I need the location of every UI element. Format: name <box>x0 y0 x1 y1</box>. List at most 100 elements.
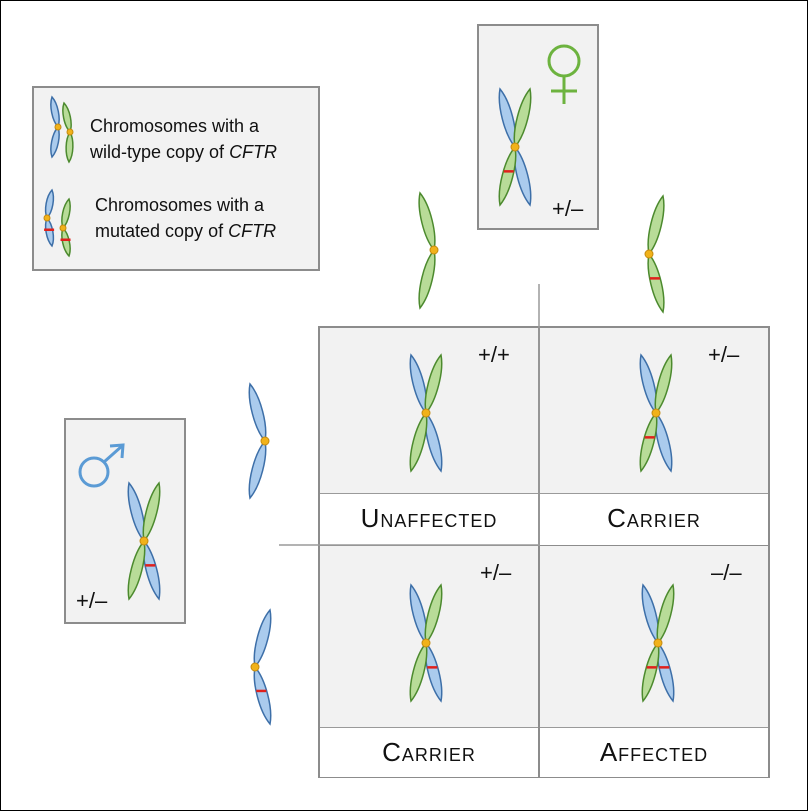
chromosome-arm <box>513 145 532 207</box>
legend-mutated-text: Chromosomes with a mutated copy of CFTR <box>95 192 276 244</box>
gene-name: CFTR <box>228 221 277 241</box>
legend-wild-type-line2: wild-type copy of CFTR <box>90 142 278 162</box>
chromosome-pair <box>127 481 161 601</box>
chromatid <box>647 194 665 314</box>
centromere <box>421 638 431 648</box>
centromere <box>510 142 520 152</box>
chromatid <box>62 101 74 164</box>
gene-name: CFTR <box>229 142 278 162</box>
chromosome-arm <box>50 125 60 159</box>
cell-label-affected: Affected <box>540 727 768 777</box>
legend-box <box>32 86 320 271</box>
male-genotype: +/– <box>76 588 108 613</box>
centromere <box>653 638 663 648</box>
legend-mutated-line2: mutated copy of CFTR <box>95 221 277 241</box>
centromere <box>139 536 149 546</box>
centromere <box>250 662 260 672</box>
cell-label-carrier: Carrier <box>320 727 538 777</box>
chromosome-arm <box>248 439 267 500</box>
chromosome-arm <box>142 539 161 601</box>
chromosome-arm <box>253 665 272 726</box>
chromosome-arm <box>127 539 146 601</box>
centromere <box>66 128 74 136</box>
chromatid <box>418 191 436 310</box>
cell-genotype: –/– <box>711 560 742 585</box>
chromosome-arm <box>424 411 443 473</box>
chromosome-arm <box>424 641 443 703</box>
chromosome-arm <box>424 583 443 645</box>
gamete-chromosome <box>250 608 272 726</box>
legend-mutated-icon <box>43 188 71 258</box>
chromosome-arm <box>513 87 532 149</box>
chromosome-arm <box>647 252 665 314</box>
cell-genotype: +/– <box>480 560 512 585</box>
centromere <box>59 224 67 232</box>
legend-wild-type-line1: Chromosomes with a <box>90 116 260 136</box>
chromosome-arm <box>424 353 443 415</box>
chromatid <box>253 608 272 726</box>
chromatid <box>409 583 443 703</box>
female-genotype: +/– <box>552 196 584 221</box>
centromere <box>421 408 431 418</box>
centromere <box>43 214 51 222</box>
male-parent-box <box>64 418 186 624</box>
chromosome-arm <box>65 130 74 164</box>
chromosome-arm <box>409 641 428 703</box>
legend-wild-type-text: Chromosomes with a wild-type copy of CFT… <box>90 113 277 165</box>
chromosome-pair <box>639 353 673 473</box>
chromosome-arm <box>62 101 72 134</box>
chromosome-arm <box>654 353 673 415</box>
cell-genotype: +/– <box>708 342 740 367</box>
chromosome-arm <box>647 194 665 256</box>
chromosome-arm <box>498 87 517 149</box>
chromatid <box>498 87 532 207</box>
chromosome-arm <box>44 216 55 248</box>
gamete-chromosome <box>644 194 665 314</box>
chromosome-arm <box>61 197 71 230</box>
chromosome-arm <box>639 353 658 415</box>
chromosome-pair <box>641 583 675 703</box>
chromosome-arm <box>498 145 517 207</box>
chromosome-pair <box>409 353 443 473</box>
chromosome-arm <box>409 583 428 645</box>
chromosome-arm <box>253 608 272 669</box>
chromosome-arm <box>641 583 660 645</box>
chromosome-arm <box>127 481 146 543</box>
chromatid <box>248 382 267 500</box>
chromatid <box>60 197 71 258</box>
cell-genotype: +/+ <box>478 342 510 367</box>
chromosome-arm <box>44 188 55 220</box>
cell-label-unaffected: Unaffected <box>320 493 538 545</box>
chromosome-arm <box>248 382 267 443</box>
chromatid <box>127 481 161 601</box>
legend-mutated-line1: Chromosomes with a <box>95 195 265 215</box>
chromosome-arm <box>654 411 673 473</box>
chromatid <box>639 353 673 473</box>
centromere <box>429 245 439 255</box>
chromatid <box>641 583 675 703</box>
chromatid <box>50 95 60 159</box>
cell-label-carrier: Carrier <box>540 493 768 545</box>
chromosome-arm <box>656 583 675 645</box>
chromatid <box>44 188 55 248</box>
chromosome-arm <box>418 191 436 252</box>
centromere <box>54 123 62 131</box>
gamete-chromosome <box>418 191 439 310</box>
chromosome-arm <box>656 641 675 703</box>
centromere <box>651 408 661 418</box>
legend-wild-type-icon <box>50 95 74 164</box>
chromosome-arm <box>61 226 71 258</box>
chromosome-arm <box>50 95 60 129</box>
chromosome-arm <box>418 248 436 310</box>
male-symbol-icon <box>78 443 125 488</box>
chromosome-arm <box>142 481 161 543</box>
chromosome-arm <box>641 641 660 703</box>
chromosome-arm <box>409 353 428 415</box>
chromosome-arm <box>639 411 658 473</box>
chromatid <box>409 353 443 473</box>
gamete-chromosome <box>248 382 270 500</box>
female-symbol-icon <box>547 44 581 104</box>
chromosome-pair <box>498 87 532 207</box>
centromere <box>644 249 654 259</box>
